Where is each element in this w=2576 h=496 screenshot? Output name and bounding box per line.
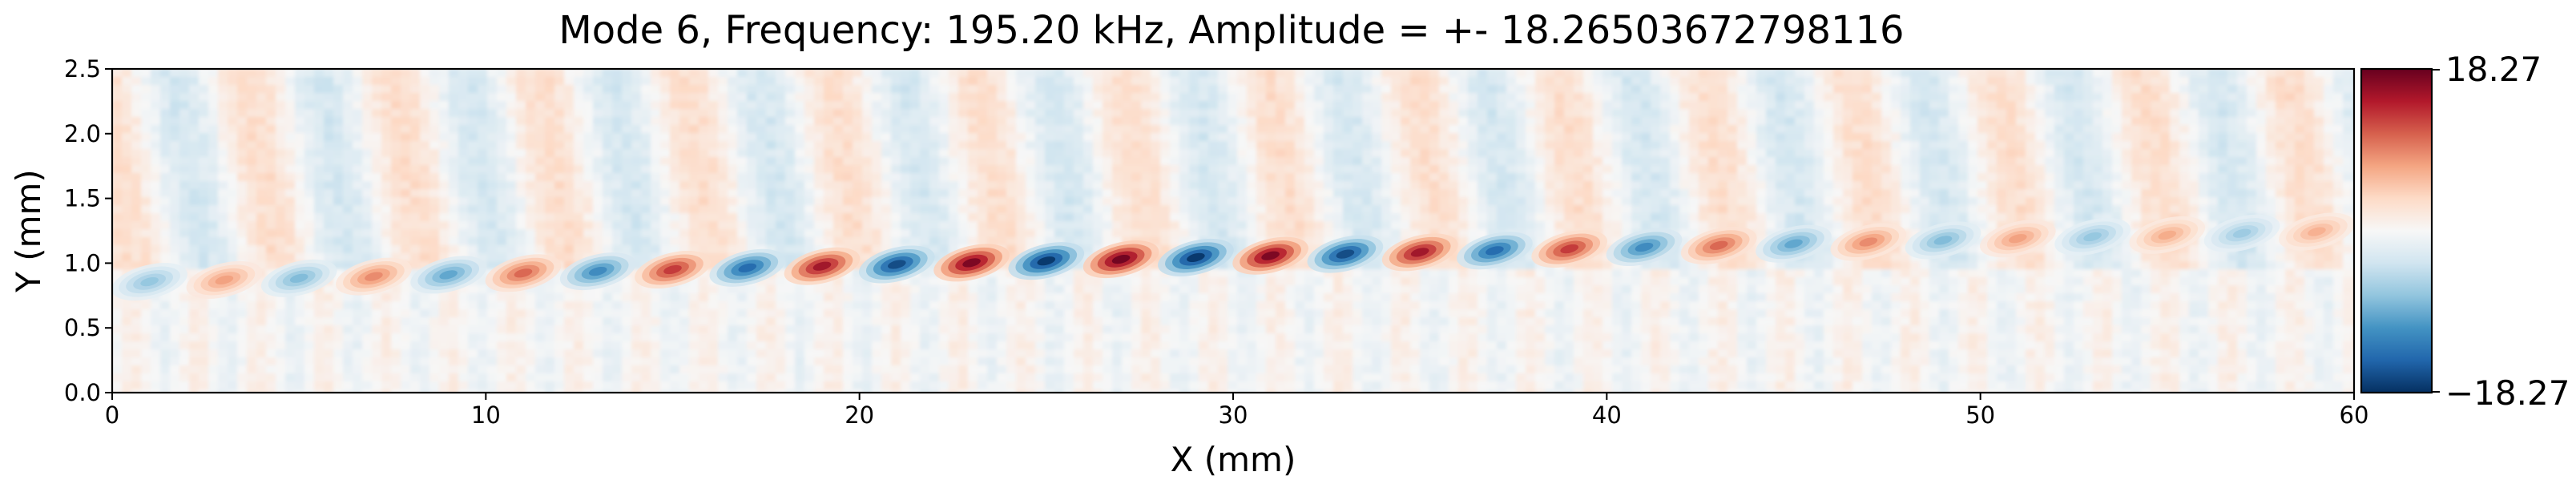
y-axis: 0.0 0.5 1.0 1.5 2.0 2.5: [64, 55, 112, 406]
x-tick-label: 60: [2340, 401, 2369, 429]
colorbar-max-label: 18.27: [2445, 50, 2542, 89]
chart-title: Mode 6, Frequency: 195.20 kHz, Amplitude…: [558, 8, 1904, 53]
y-tick-label: 2.0: [64, 120, 101, 147]
x-axis-label: X (mm): [1171, 440, 1296, 479]
colorbar: 18.27 −18.27: [2361, 50, 2570, 413]
colorbar-min-label: −18.27: [2445, 373, 2570, 413]
x-tick-label: 50: [1965, 401, 1995, 429]
y-tick-label: 0.0: [64, 379, 101, 406]
x-tick-label: 0: [105, 401, 119, 429]
x-tick-label: 30: [1219, 401, 1248, 429]
x-tick-label: 20: [845, 401, 874, 429]
y-tick-label: 1.0: [64, 249, 101, 276]
colorbar-gradient: [2361, 69, 2432, 393]
y-axis-label: Y (mm): [9, 169, 48, 293]
y-tick-label: 1.5: [64, 185, 101, 212]
y-tick-label: 2.5: [64, 55, 101, 83]
x-axis: 0 10 20 30 40 50 60: [105, 393, 2369, 429]
x-tick-label: 40: [1592, 401, 1622, 429]
heatmap-plot-area: [107, 69, 2363, 398]
x-tick-label: 10: [471, 401, 501, 429]
y-tick-label: 0.5: [64, 314, 101, 341]
